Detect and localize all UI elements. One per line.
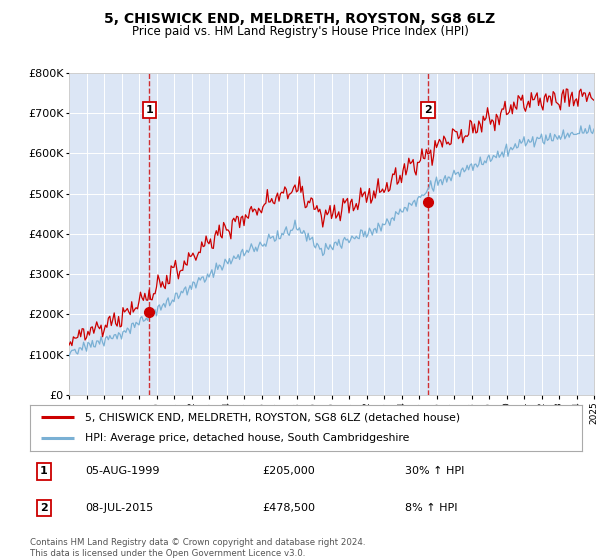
Text: 2: 2 <box>40 503 47 513</box>
Text: 5, CHISWICK END, MELDRETH, ROYSTON, SG8 6LZ (detached house): 5, CHISWICK END, MELDRETH, ROYSTON, SG8 … <box>85 412 460 422</box>
Text: Contains HM Land Registry data © Crown copyright and database right 2024.
This d: Contains HM Land Registry data © Crown c… <box>30 538 365 558</box>
Text: £478,500: £478,500 <box>262 503 315 513</box>
Text: 5, CHISWICK END, MELDRETH, ROYSTON, SG8 6LZ: 5, CHISWICK END, MELDRETH, ROYSTON, SG8 … <box>104 12 496 26</box>
Text: 30% ↑ HPI: 30% ↑ HPI <box>406 466 465 477</box>
Text: 1: 1 <box>145 105 153 115</box>
Text: 8% ↑ HPI: 8% ↑ HPI <box>406 503 458 513</box>
Text: £205,000: £205,000 <box>262 466 314 477</box>
Text: 1: 1 <box>40 466 47 477</box>
Text: HPI: Average price, detached house, South Cambridgeshire: HPI: Average price, detached house, Sout… <box>85 433 410 444</box>
Text: 2: 2 <box>424 105 432 115</box>
Text: Price paid vs. HM Land Registry's House Price Index (HPI): Price paid vs. HM Land Registry's House … <box>131 25 469 38</box>
Text: 05-AUG-1999: 05-AUG-1999 <box>85 466 160 477</box>
Text: 08-JUL-2015: 08-JUL-2015 <box>85 503 154 513</box>
